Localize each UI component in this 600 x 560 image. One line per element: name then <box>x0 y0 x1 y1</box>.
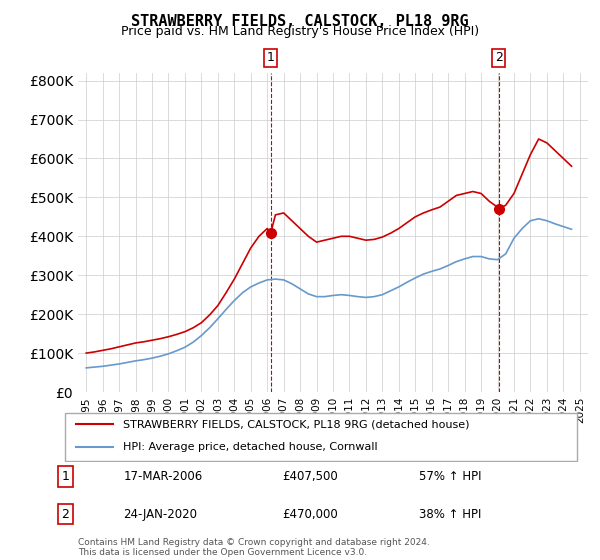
Text: 1: 1 <box>61 470 69 483</box>
Text: STRAWBERRY FIELDS, CALSTOCK, PL18 9RG (detached house): STRAWBERRY FIELDS, CALSTOCK, PL18 9RG (d… <box>124 419 470 429</box>
Text: 24-JAN-2020: 24-JAN-2020 <box>124 507 197 521</box>
Text: 57% ↑ HPI: 57% ↑ HPI <box>419 470 482 483</box>
FancyBboxPatch shape <box>65 413 577 461</box>
Text: STRAWBERRY FIELDS, CALSTOCK, PL18 9RG: STRAWBERRY FIELDS, CALSTOCK, PL18 9RG <box>131 14 469 29</box>
Text: Contains HM Land Registry data © Crown copyright and database right 2024.
This d: Contains HM Land Registry data © Crown c… <box>78 538 430 557</box>
Text: 17-MAR-2006: 17-MAR-2006 <box>124 470 203 483</box>
Text: 2: 2 <box>61 507 69 521</box>
Text: 1: 1 <box>267 52 275 64</box>
Text: Price paid vs. HM Land Registry's House Price Index (HPI): Price paid vs. HM Land Registry's House … <box>121 25 479 38</box>
Text: 2: 2 <box>495 52 503 64</box>
Text: 38% ↑ HPI: 38% ↑ HPI <box>419 507 481 521</box>
Text: £470,000: £470,000 <box>282 507 338 521</box>
Text: HPI: Average price, detached house, Cornwall: HPI: Average price, detached house, Corn… <box>124 442 378 452</box>
Text: £407,500: £407,500 <box>282 470 338 483</box>
